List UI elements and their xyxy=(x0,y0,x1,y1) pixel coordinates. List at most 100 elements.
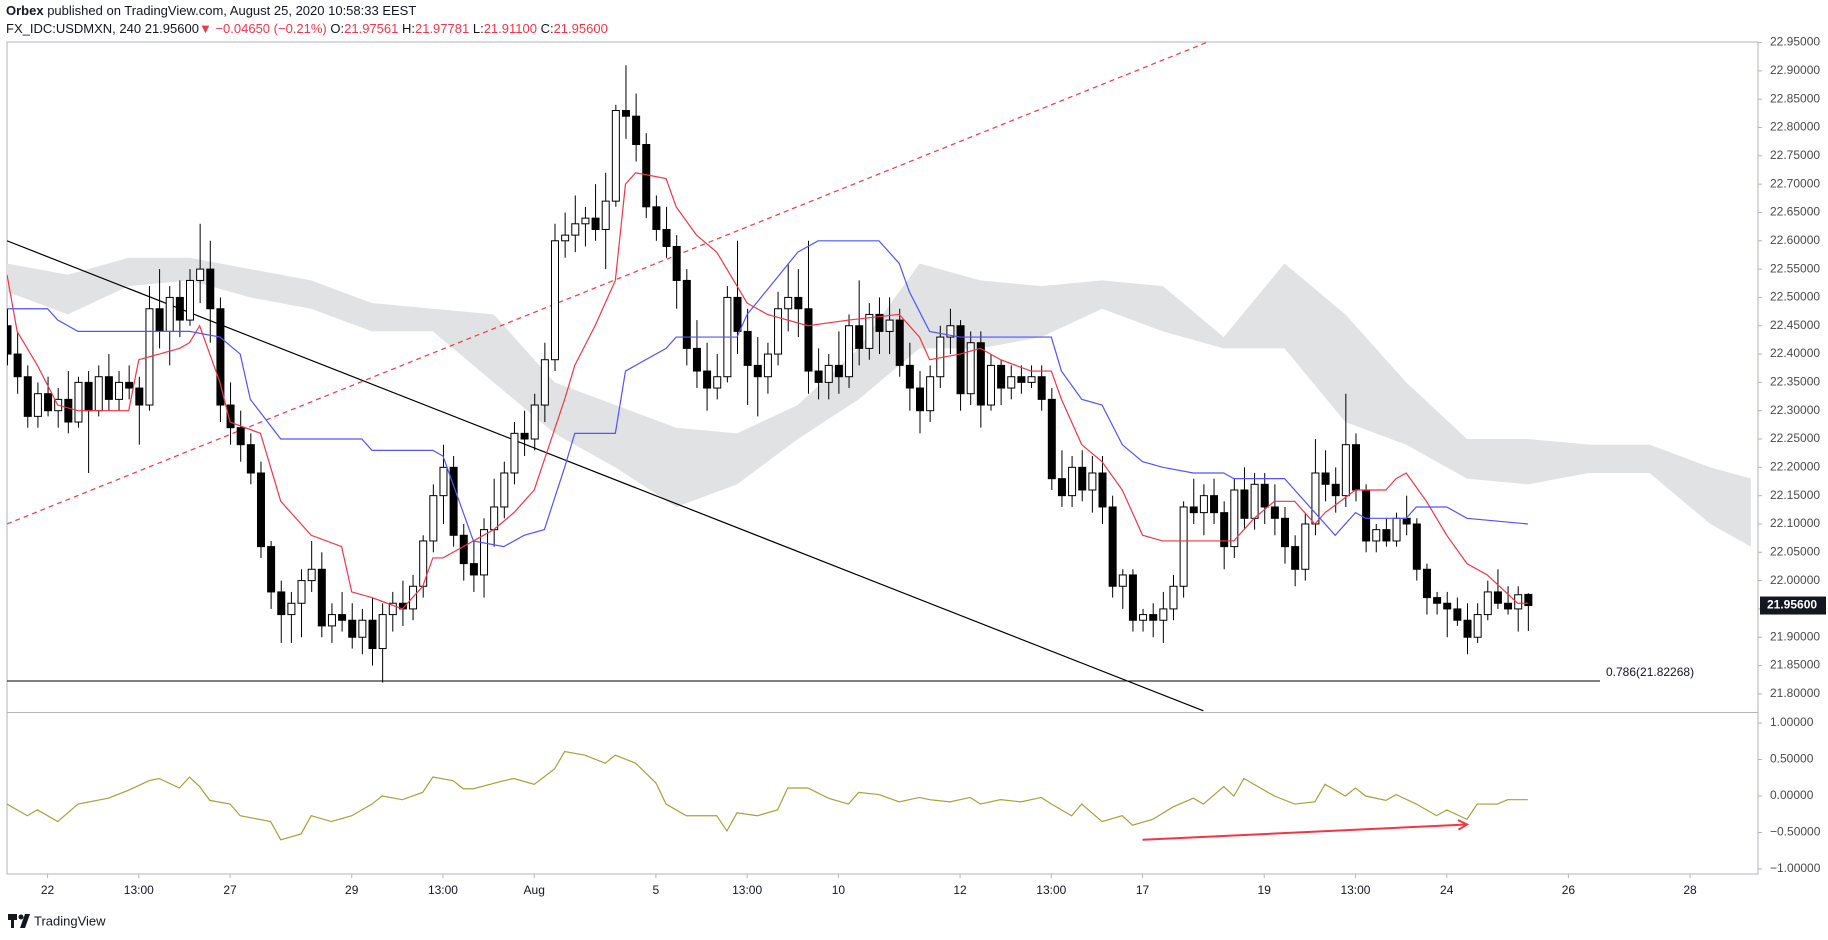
candle-body xyxy=(530,404,539,440)
candle-body xyxy=(652,206,661,230)
ohlc-o: O:21.97561 xyxy=(330,21,398,36)
candle-body xyxy=(1402,517,1411,525)
candle-body xyxy=(784,296,793,310)
candle-body xyxy=(338,614,347,621)
candle-body xyxy=(1220,512,1229,548)
candle-body xyxy=(165,296,174,332)
candle-body xyxy=(236,427,245,446)
candle-body xyxy=(743,330,752,366)
x-tick-label: 26 xyxy=(1562,883,1576,897)
candle-body xyxy=(713,376,722,389)
footer-brand: TradingView xyxy=(34,913,106,928)
candle-body xyxy=(1281,517,1290,548)
ohlc-value: 21.95600 xyxy=(553,21,608,36)
y-tick-label: −0.50000 xyxy=(1770,825,1821,839)
candle-body xyxy=(703,370,712,389)
candle-body xyxy=(13,353,22,378)
candle-body xyxy=(1473,614,1482,638)
candle-body xyxy=(1382,529,1391,542)
author: Orbex xyxy=(6,3,44,18)
candle-body xyxy=(388,602,397,616)
candle-body xyxy=(1362,489,1371,542)
candle-body xyxy=(1179,506,1188,587)
candle-body xyxy=(672,245,681,281)
candle-body xyxy=(1291,546,1300,570)
x-tick-label: 27 xyxy=(223,883,237,897)
candle-body xyxy=(1088,472,1097,491)
candle-body xyxy=(327,614,336,627)
candle-body xyxy=(774,308,783,355)
candle-body xyxy=(1118,574,1127,587)
candle-body xyxy=(115,381,124,400)
candle-body xyxy=(135,387,144,406)
candle-body xyxy=(956,325,965,395)
candle-body xyxy=(74,381,83,423)
candle-body xyxy=(1027,376,1036,383)
candle-body xyxy=(44,393,53,412)
y-tick-label: −1.00000 xyxy=(1770,861,1821,875)
ohlc-label: C: xyxy=(540,21,554,36)
x-tick-label: 29 xyxy=(345,883,359,897)
candle-body xyxy=(1433,597,1442,604)
candle-body xyxy=(256,472,265,548)
candle-body xyxy=(632,115,641,146)
candle-body xyxy=(1240,489,1249,519)
ohlc-label: O: xyxy=(330,21,345,36)
candle-body xyxy=(1422,568,1431,599)
candle-body xyxy=(1068,466,1077,497)
candle-body xyxy=(480,529,489,576)
candle-body xyxy=(1443,602,1452,610)
candle-body xyxy=(794,296,803,310)
y-tick-label: 22.30000 xyxy=(1770,403,1820,417)
candle-body xyxy=(267,546,276,593)
candle-body xyxy=(621,110,630,117)
candle-body xyxy=(348,619,357,638)
published: published on TradingView.com, August 25,… xyxy=(47,3,417,18)
x-tick-label: 13:00 xyxy=(1036,883,1066,897)
candle-body xyxy=(591,217,600,230)
candle-body xyxy=(540,359,549,406)
candle-body xyxy=(155,308,164,332)
candle-body xyxy=(1199,495,1208,514)
ohlc-label: L: xyxy=(472,21,484,36)
y-tick-label: 22.05000 xyxy=(1770,544,1820,558)
candle-body xyxy=(520,432,529,440)
y-tick-label: 22.40000 xyxy=(1770,346,1820,360)
candle-body xyxy=(378,614,387,650)
candle-body xyxy=(196,268,205,281)
candle-body xyxy=(1078,466,1087,491)
x-tick-label: 13:00 xyxy=(124,883,154,897)
y-tick-label: 22.25000 xyxy=(1770,431,1820,445)
ichimoku-cloud xyxy=(7,257,1751,547)
ohlc-value: 21.97781 xyxy=(414,21,470,36)
candle-body xyxy=(429,495,438,542)
last-price-tag xyxy=(1760,596,1826,615)
candle-body xyxy=(804,308,813,372)
logo-shape xyxy=(18,914,24,920)
candle-body xyxy=(682,279,691,349)
y-tick-label: 22.15000 xyxy=(1770,488,1820,502)
candle-body xyxy=(490,506,499,531)
candle-body xyxy=(1128,574,1137,621)
candle-body xyxy=(763,353,772,378)
change: −0.04650 (−0.21%) xyxy=(215,21,327,36)
candle-body xyxy=(692,347,701,372)
candle-body xyxy=(317,568,326,627)
ohlc-label: H: xyxy=(401,21,415,36)
candle-body xyxy=(1057,478,1066,497)
candle-body xyxy=(1169,585,1178,610)
logo-shape xyxy=(20,914,30,928)
candle-body xyxy=(571,223,580,236)
x-tick-label: 13:00 xyxy=(1340,883,1370,897)
candle-body xyxy=(439,466,448,497)
y-tick-label: 22.35000 xyxy=(1770,375,1820,389)
oscillator-line xyxy=(7,750,1528,841)
ohlc-l: L:21.91100 xyxy=(473,21,537,36)
candle-body xyxy=(1372,529,1381,542)
candle-body xyxy=(905,364,914,389)
y-tick-label: 0.50000 xyxy=(1770,752,1814,766)
candle-body xyxy=(551,240,560,361)
y-tick-label: 22.55000 xyxy=(1770,261,1820,275)
y-tick-label: 21.80000 xyxy=(1770,686,1820,700)
ohlc-value: 21.97561 xyxy=(344,21,399,36)
